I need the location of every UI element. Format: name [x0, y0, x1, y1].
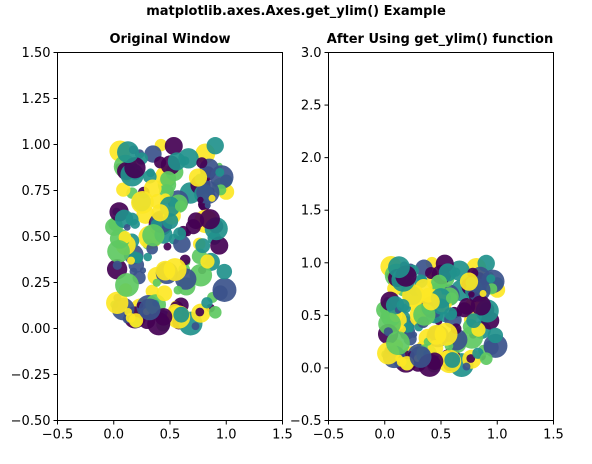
suptitle: matplotlib.axes.Axes.get_ylim() Example — [146, 4, 446, 19]
y-tick-label: 3.0 — [301, 46, 322, 61]
scatter-points-left — [105, 137, 236, 335]
scatter-point — [160, 171, 176, 187]
scatter-point — [200, 254, 214, 268]
scatter-point — [175, 201, 186, 212]
y-tick-label: 0.50 — [22, 230, 51, 245]
scatter-point — [164, 258, 187, 281]
x-tick-label: −0.5 — [313, 428, 345, 443]
scatter-point — [113, 261, 122, 270]
scatter-point — [460, 273, 478, 291]
y-tick-label: −0.50 — [11, 414, 51, 429]
scatter-point — [195, 308, 204, 317]
scatter-point — [196, 157, 207, 168]
scatter-point — [446, 292, 457, 303]
x-tick-label: 1.0 — [487, 428, 508, 443]
x-tick-label: 0.5 — [431, 428, 452, 443]
x-tick-label: 1.5 — [543, 428, 564, 443]
scatter-point — [157, 285, 173, 301]
scatter-point — [410, 346, 432, 368]
x-tick-label: 0.0 — [103, 428, 124, 443]
scatter-point — [466, 313, 481, 328]
scatter-point — [209, 195, 216, 202]
y-tick-label: 0.75 — [22, 184, 51, 199]
scatter-point — [444, 307, 457, 320]
scatter-point — [386, 331, 410, 355]
y-tick-label: 2.0 — [301, 151, 322, 166]
x-tick-label: −0.5 — [42, 428, 74, 443]
scatter-point — [168, 152, 186, 170]
scatter-point — [173, 307, 189, 323]
axes-left: Original Window −0.5 0.0 0.5 1.0 1.5 −0.50 −0.… — [11, 32, 293, 443]
scatter-point — [388, 256, 410, 278]
scatter-point — [189, 168, 207, 186]
x-tick-label: 0.5 — [160, 428, 181, 443]
scatter-point — [471, 295, 491, 315]
scatter-point — [126, 313, 136, 323]
scatter-point — [435, 323, 458, 346]
y-tick-label: 0.5 — [301, 309, 322, 324]
y-tick-label: 0.25 — [22, 276, 51, 291]
x-tick-label: 0.0 — [374, 428, 395, 443]
scatter-point — [197, 197, 203, 203]
scatter-point — [209, 306, 222, 319]
y-tick-label: −0.5 — [290, 414, 322, 429]
scatter-point — [117, 141, 139, 163]
scatter-point — [139, 298, 161, 320]
scatter-point — [480, 352, 493, 365]
scatter-point — [215, 168, 224, 177]
scatter-point — [165, 137, 183, 155]
scatter-point — [127, 257, 135, 265]
y-tick-label: 0.0 — [301, 361, 322, 376]
scatter-point — [126, 213, 139, 226]
scatter-point — [131, 191, 154, 214]
axes-right: After Using get_ylim() function −0.5 0.0 0… — [290, 32, 564, 443]
x-tick-label: 1.0 — [216, 428, 237, 443]
scatter-point — [207, 137, 224, 154]
scatter-point — [205, 202, 211, 208]
x-tick-label: 1.5 — [272, 428, 293, 443]
scatter-point — [163, 243, 171, 251]
scatter-point — [173, 227, 186, 240]
scatter-point — [153, 279, 161, 287]
scatter-point — [154, 156, 166, 168]
y-tick-label: 1.25 — [22, 92, 51, 107]
scatter-point — [217, 264, 232, 279]
scatter-point — [201, 297, 212, 308]
scatter-point — [480, 290, 487, 297]
scatter-point — [463, 363, 471, 371]
ticks-right: −0.5 0.0 0.5 1.0 1.5 −0.5 0.0 0.5 1.0 1.5 2.0 2.5 3.… — [290, 46, 564, 443]
y-tick-label: 0.00 — [22, 322, 51, 337]
y-tick-label: −0.25 — [11, 368, 51, 383]
scatter-point — [142, 224, 164, 246]
scatter-point — [486, 274, 495, 283]
scatter-point — [468, 291, 474, 297]
scatter-point — [200, 209, 220, 229]
scatter-point — [397, 299, 410, 312]
scatter-point — [151, 204, 168, 221]
scatter-point — [174, 286, 183, 295]
scatter-point — [192, 322, 200, 330]
y-tick-label: 1.0 — [301, 256, 322, 271]
scatter-point — [195, 238, 210, 253]
y-tick-label: 1.5 — [301, 204, 322, 219]
scatter-point — [422, 293, 439, 310]
y-tick-label: 1.00 — [22, 138, 51, 153]
scatter-point — [444, 352, 460, 368]
scatter-point — [431, 275, 447, 291]
scatter-point — [397, 357, 407, 367]
scatter-point — [213, 285, 228, 300]
axes-title-left: Original Window — [110, 32, 231, 47]
scatter-point — [115, 273, 139, 297]
scatter-point — [107, 240, 130, 263]
axes-title-right: After Using get_ylim() function — [327, 32, 553, 47]
y-tick-label: 1.50 — [22, 46, 51, 61]
scatter-point — [488, 328, 503, 343]
scatter-points-right — [376, 255, 507, 377]
y-tick-label: 2.5 — [301, 99, 322, 114]
